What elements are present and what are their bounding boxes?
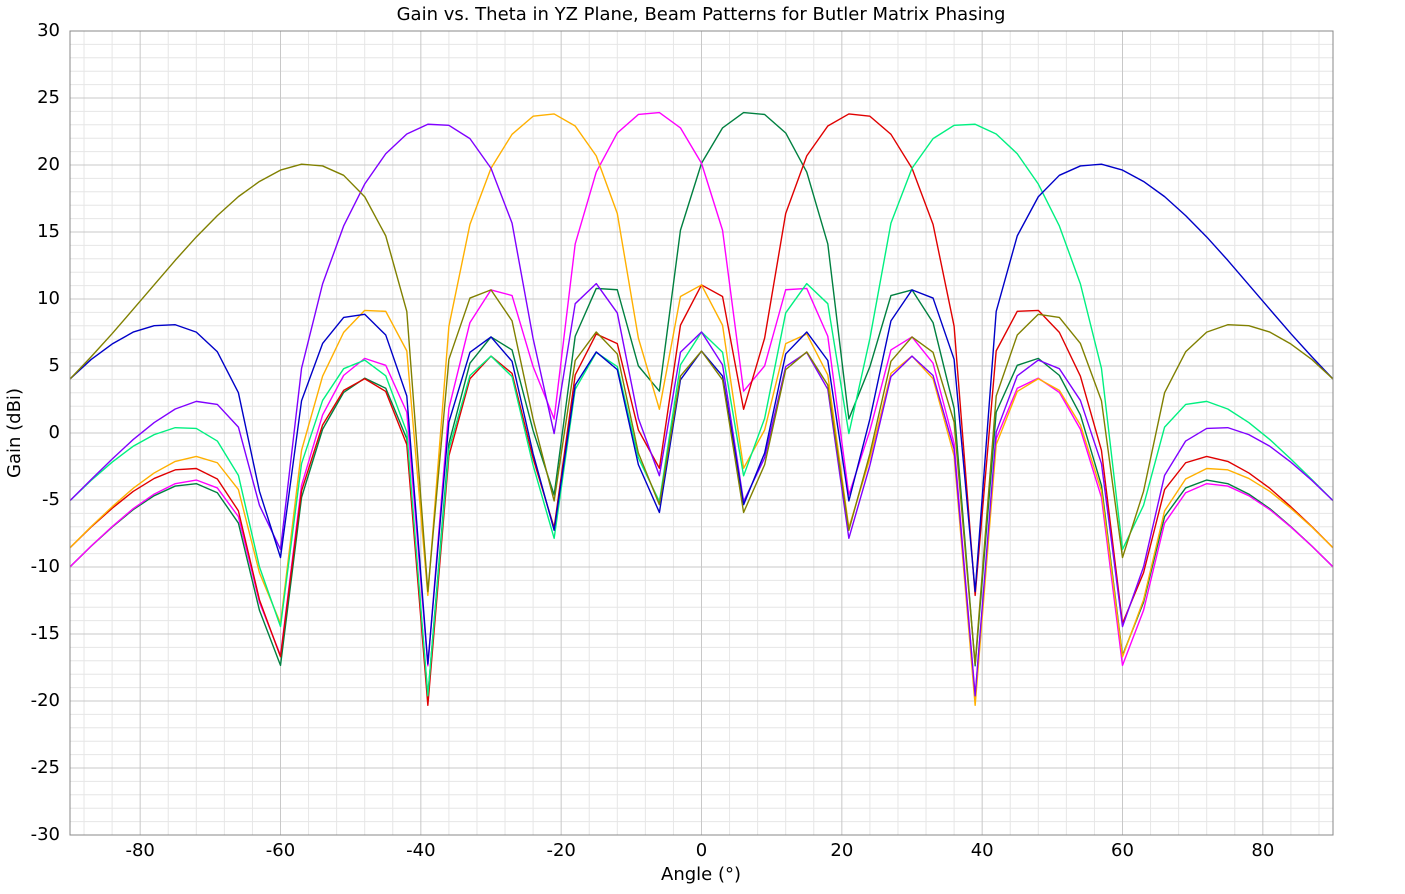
y-tick-label: 30 bbox=[37, 20, 60, 41]
x-tick-label: -20 bbox=[546, 840, 575, 861]
series-line bbox=[70, 163, 1333, 665]
y-tick-label: 25 bbox=[37, 87, 60, 108]
x-tick-label: -60 bbox=[266, 840, 295, 861]
y-tick-label: -30 bbox=[31, 824, 60, 845]
y-axis-label: Gain (dBi) bbox=[4, 388, 25, 478]
x-tick-label: 80 bbox=[1251, 840, 1274, 861]
y-tick-label: -10 bbox=[31, 556, 60, 577]
y-tick-label: -25 bbox=[31, 757, 60, 778]
x-tick-label: 20 bbox=[830, 840, 853, 861]
x-tick-label: 0 bbox=[696, 840, 707, 861]
chart-title: Gain vs. Theta in YZ Plane, Beam Pattern… bbox=[397, 4, 1006, 25]
lines bbox=[70, 111, 1333, 706]
y-tick-label: -15 bbox=[31, 623, 60, 644]
x-tick-label: 40 bbox=[971, 840, 994, 861]
y-tick-label: 5 bbox=[49, 355, 60, 376]
y-tick-label: -5 bbox=[42, 489, 60, 510]
y-tick-label: 0 bbox=[49, 422, 60, 443]
y-tick-label: 15 bbox=[37, 221, 60, 242]
y-tick-label: 10 bbox=[37, 288, 60, 309]
grid bbox=[70, 30, 1333, 836]
plot-frame bbox=[69, 30, 1334, 836]
x-tick-label: -80 bbox=[125, 840, 154, 861]
tick-labels: -80 -60 -40 -20 0 20 40 60 80 -30 -25 -20 -15 -10 -5 0 5… bbox=[31, 20, 1275, 861]
series-line bbox=[70, 123, 1333, 697]
x-tick-label: 60 bbox=[1111, 840, 1134, 861]
y-tick-label: 20 bbox=[37, 154, 60, 175]
x-axis-label: Angle (°) bbox=[661, 864, 741, 885]
y-tick-label: -20 bbox=[31, 690, 60, 711]
x-tick-label: -40 bbox=[406, 840, 435, 861]
